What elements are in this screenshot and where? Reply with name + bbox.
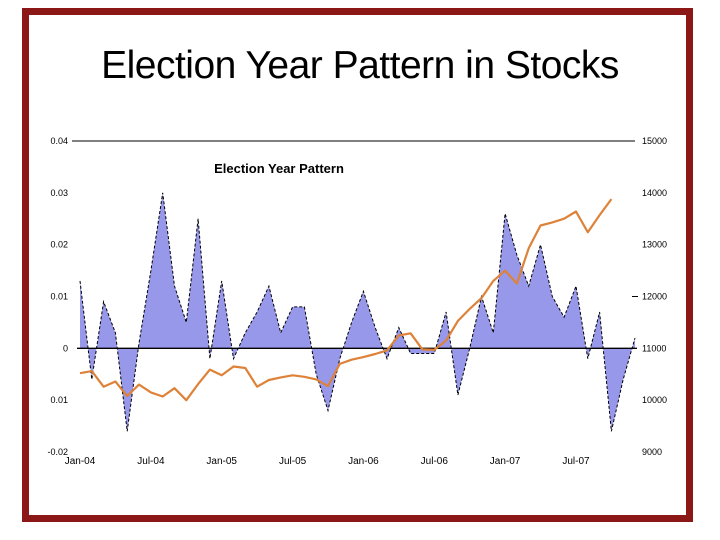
right-axis-label: 11000 [642,343,666,353]
left-axis-label: 0.04 [50,136,68,146]
right-axis-label: 15000 [642,136,667,146]
x-axis-label: Jan-06 [348,456,379,467]
left-axis-label: 0.02 [50,240,68,250]
x-axis-label: Jan-04 [65,456,96,467]
index-line-series [79,198,613,402]
left-axis-label: 0.03 [50,188,68,198]
x-axis-label: Jan-05 [206,456,237,467]
left-axis-label: 0 [63,343,68,353]
right-axis-label: 13000 [642,240,667,250]
left-axis-label: -0.02 [47,447,68,457]
right-axis-label: 9000 [642,447,662,457]
x-axis-label: Jul-05 [279,456,307,467]
slide-title: Election Year Pattern in Stocks [101,44,619,87]
right-axis-label: 14000 [642,188,667,198]
x-axis-label: Jul-04 [137,456,165,467]
area-series-outline [79,192,636,432]
left-axis-label: 0.01 [50,291,68,301]
right-axis-label: 12000 [642,291,667,301]
left-axis-label: 0.01 [50,395,68,405]
area-series-fill [80,192,635,432]
right-axis-label: 10000 [642,395,667,405]
chart-title: Election Year Pattern [214,161,344,176]
x-axis-label: Jan-07 [490,456,521,467]
x-axis-label: Jul-06 [421,456,449,467]
x-axis-label: Jul-07 [562,456,590,467]
